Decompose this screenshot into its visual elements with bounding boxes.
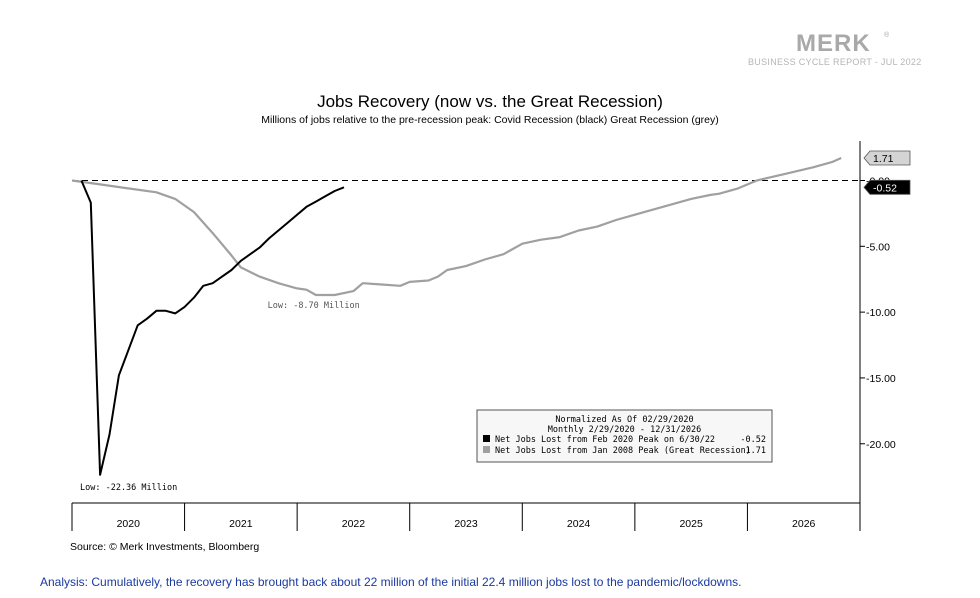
- x-tick-label: 2026: [792, 518, 816, 530]
- x-tick-label: 2021: [229, 518, 253, 530]
- legend-swatch: [483, 435, 490, 442]
- y-tick-label: -15.00: [866, 373, 896, 385]
- legend-swatch: [483, 446, 490, 453]
- y-tick-label: -5.00: [866, 241, 890, 253]
- x-axis: 2020 2021 2022 2023 2024 2025 2026: [117, 503, 861, 531]
- badge-value-label: 1.71: [873, 153, 894, 165]
- chart-subtitle: Millions of jobs relative to the pre-rec…: [261, 114, 719, 126]
- source-note: Source: © Merk Investments, Bloomberg: [70, 541, 260, 553]
- legend-header-line: Normalized As Of 02/29/2020: [555, 415, 693, 425]
- x-tick-label: 2024: [567, 518, 591, 530]
- x-tick-label: 2025: [679, 518, 703, 530]
- legend-box: [476, 409, 773, 463]
- x-tick-label: 2022: [342, 518, 366, 530]
- chart-title: Jobs Recovery (now vs. the Great Recessi…: [317, 92, 663, 111]
- x-tick-label: 2020: [117, 518, 141, 530]
- logo-wordmark: MERK: [796, 30, 871, 57]
- x-tick-label: 2023: [454, 518, 478, 530]
- y-tick-label: -20.00: [866, 439, 896, 451]
- badge-covid-last-value: [863, 179, 911, 195]
- low-annotation: Low: -22.36 Million: [80, 483, 177, 493]
- legend-label: Net Jobs Lost from Jan 2008 Peak (Great …: [495, 446, 751, 456]
- y-axis: -0.00-5.00-10.00-15.00-20.00: [860, 175, 896, 451]
- legend-label: Net Jobs Lost from Feb 2020 Peak on 6/30…: [495, 435, 715, 445]
- legend-value: -0.52: [740, 435, 766, 445]
- annotations: Low: -22.36 Million Low: -8.70 Million: [80, 301, 360, 493]
- legend-header-line: Monthly 2/29/2020 - 12/31/2026: [548, 425, 702, 435]
- badge-great-recession-last-value: [863, 150, 911, 166]
- legend-value: 1.71: [746, 446, 766, 456]
- series-line-covid: [80, 180, 345, 476]
- plot-frame: [71, 141, 861, 531]
- badge-value-label: -0.52: [873, 182, 897, 194]
- logo-subtitle: BUSINESS CYCLE REPORT - JUL 2022: [748, 57, 922, 67]
- y-tick-label: -10.00: [866, 307, 896, 319]
- series-lines: [71, 156, 842, 476]
- logo-registered-mark: ®: [884, 32, 890, 39]
- low-annotation: Low: -8.70 Million: [268, 301, 360, 311]
- analysis-note: Analysis: Cumulatively, the recovery has…: [40, 575, 742, 589]
- series-line-great-recession: [71, 156, 842, 297]
- last-value-badges: -0.52 1.71: [863, 150, 911, 195]
